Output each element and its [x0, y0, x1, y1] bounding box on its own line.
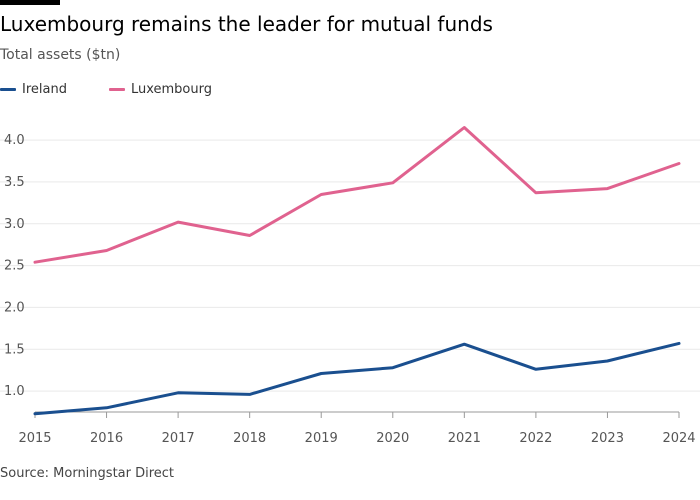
legend-label-ireland: Ireland [22, 81, 67, 97]
legend-swatch-ireland [0, 87, 16, 91]
x-tick-label: 2018 [233, 431, 266, 446]
x-tick-label: 2019 [305, 431, 338, 446]
legend-label-luxembourg: Luxembourg [130, 81, 212, 97]
x-tick-label: 2017 [162, 431, 195, 446]
chart-source: Source: Morningstar Direct [0, 466, 175, 481]
y-tick-label: 2.0 [4, 300, 25, 315]
x-tick-label: 2021 [448, 431, 481, 446]
y-tick-label: 1.0 [4, 384, 25, 399]
x-tick-label: 2015 [18, 431, 51, 446]
x-tick-label: 2023 [591, 431, 624, 446]
x-tick-label: 2020 [376, 431, 409, 446]
chart-subtitle: Total assets ($tn) [0, 47, 121, 63]
x-tick-label: 2016 [90, 431, 123, 446]
brand-bar [0, 0, 60, 5]
y-tick-label: 1.5 [4, 342, 25, 357]
x-tick-label: 2022 [519, 431, 552, 446]
y-tick-label: 4.0 [4, 133, 25, 148]
legend-item-ireland: Ireland [0, 82, 67, 97]
x-tick-label: 2024 [662, 431, 695, 446]
series-line-ireland [33, 341, 681, 416]
chart-title: Luxembourg remains the leader for mutual… [0, 12, 493, 36]
y-tick-label: 3.0 [4, 217, 25, 232]
legend-swatch-luxembourg [108, 87, 125, 91]
chart-legend: Ireland Luxembourg [0, 80, 254, 98]
legend-item-luxembourg: Luxembourg [108, 81, 212, 97]
series-line-luxembourg [33, 126, 681, 264]
y-tick-label: 3.5 [4, 175, 25, 190]
y-tick-label: 2.5 [4, 259, 25, 274]
